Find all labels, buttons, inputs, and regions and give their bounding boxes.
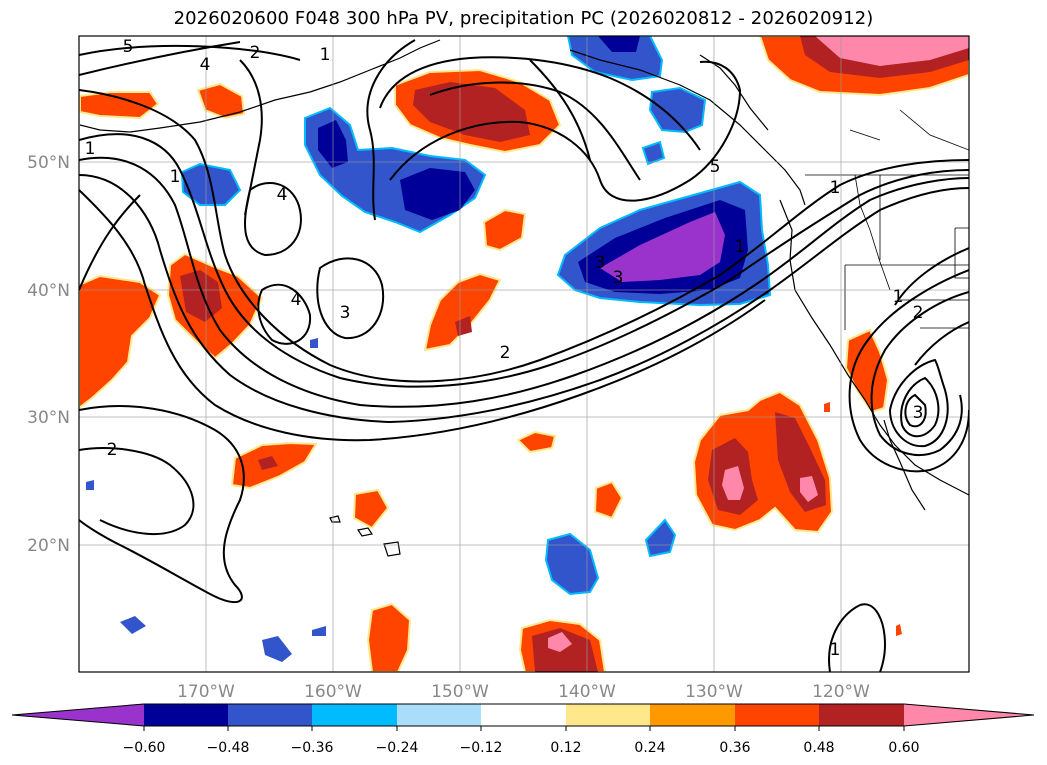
colorbar-tick-label: 0.24 — [634, 740, 665, 756]
lon-label: 170°W — [177, 682, 235, 702]
lat-label: 40°N — [27, 281, 70, 301]
lon-label: 160°W — [304, 682, 362, 702]
contour-label: 1 — [830, 178, 841, 198]
contour-label: 3 — [595, 253, 606, 273]
colorbar-tick-label: 0.60 — [888, 740, 919, 756]
contour-label: 1 — [320, 45, 331, 65]
map-frame — [78, 35, 970, 673]
pv-contours — [79, 39, 969, 672]
map-title: 2026020600 F048 300 hPa PV, precipitatio… — [173, 8, 874, 29]
contour-label: 4 — [200, 55, 211, 75]
contour-label: 3 — [340, 303, 351, 323]
colorbar-segment — [481, 704, 566, 726]
contour-label: 2 — [500, 343, 511, 363]
gridlines — [79, 36, 969, 672]
colorbar-tick-label: 0.36 — [719, 740, 750, 756]
contour-label: 2 — [107, 440, 118, 460]
contour-label: 1 — [893, 287, 904, 307]
colorbar-segment — [904, 704, 1034, 726]
colorbar-tick-label: −0.36 — [291, 740, 334, 756]
lon-label: 120°W — [812, 682, 870, 702]
lat-label: 30°N — [27, 408, 70, 428]
colorbar-tick-label: −0.60 — [123, 740, 166, 756]
precip-positive-areas — [79, 36, 969, 672]
contour-label: 4 — [291, 290, 302, 310]
lon-label: 150°W — [431, 682, 489, 702]
map-area: 5 2 1 1 4 4 4 3 1 1 2 2 5 3 3 1 2 1 1 3 — [79, 36, 969, 672]
contour-label: 3 — [613, 268, 624, 288]
precip-area-west — [79, 274, 162, 410]
contour-label: 4 — [277, 185, 288, 205]
colorbar-tick-label: −0.12 — [460, 740, 503, 756]
colorbar-segment — [819, 704, 904, 726]
contour-label: 2 — [913, 303, 924, 323]
contour-label: 1 — [85, 139, 96, 159]
colorbar-segment — [12, 704, 144, 726]
colorbar-segment — [144, 704, 228, 726]
colorbar-tick-label: 0.48 — [803, 740, 834, 756]
contour-label: 1 — [735, 237, 746, 257]
colorbar-tick-label: −0.24 — [376, 740, 419, 756]
lat-label: 50°N — [27, 153, 70, 173]
colorbar-segment — [650, 704, 735, 726]
lat-label: 20°N — [27, 536, 70, 556]
contour-label: 5 — [710, 157, 721, 177]
colorbar-segment — [228, 704, 312, 726]
contour-label: 2 — [250, 43, 261, 63]
precip-area-gulf-alaska — [566, 36, 664, 82]
latitude-labels: 50°N 40°N 30°N 20°N — [27, 153, 70, 556]
contour-label: 1 — [170, 167, 181, 187]
colorbar-ticks: −0.60 −0.48 −0.36 −0.24 −0.12 0.12 0.24 … — [123, 740, 920, 756]
lon-label: 140°W — [558, 682, 616, 702]
colorbar-segment — [397, 704, 481, 726]
colorbar-segment — [566, 704, 650, 726]
contour-label: 5 — [123, 37, 134, 57]
contour-label: 3 — [913, 403, 924, 423]
precip-negative-areas — [86, 36, 772, 662]
longitude-labels: 170°W 160°W 150°W 140°W 130°W 120°W — [177, 682, 870, 702]
colorbar-segment — [735, 704, 819, 726]
lon-label: 130°W — [685, 682, 743, 702]
contour-label: 1 — [830, 640, 841, 660]
colorbar-tick-label: −0.48 — [207, 740, 250, 756]
colorbar-segment — [312, 704, 397, 726]
contour-labels: 5 2 1 1 4 4 4 3 1 1 2 2 5 3 3 1 2 1 1 3 — [85, 37, 924, 660]
colorbar-tick-label: 0.12 — [550, 740, 581, 756]
colorbar-segments — [11, 703, 1035, 731]
